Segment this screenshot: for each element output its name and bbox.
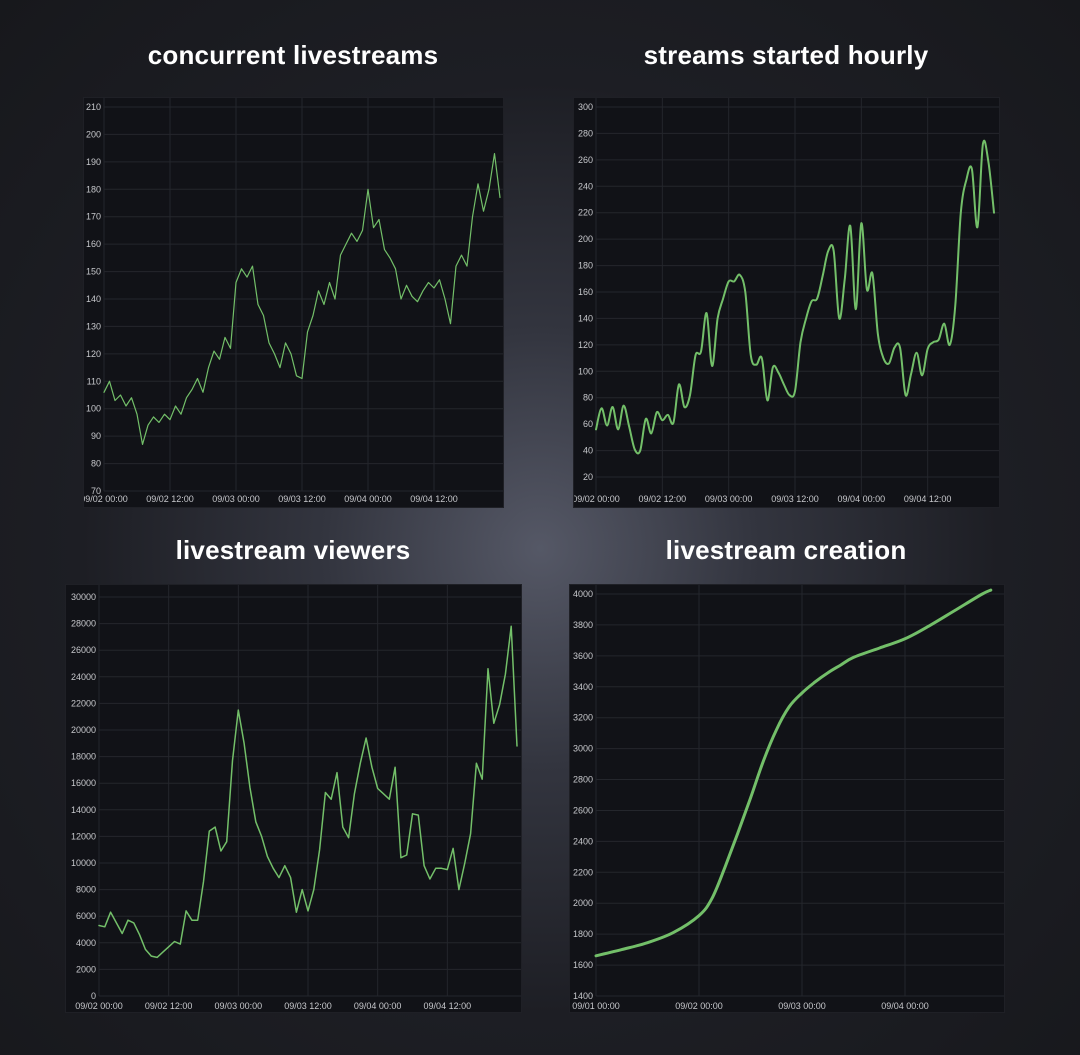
x-tick-label: 09/04 00:00	[838, 494, 886, 504]
chart-title-livestream-creation: livestream creation	[665, 535, 907, 565]
x-tick-label: 09/02 12:00	[639, 494, 687, 504]
y-tick-label: 200	[86, 129, 101, 139]
y-tick-label: 28000	[71, 619, 96, 629]
y-tick-label: 2200	[573, 867, 593, 877]
series-line	[98, 625, 518, 959]
y-tick-label: 120	[578, 340, 593, 350]
y-tick-label: 160	[578, 287, 593, 297]
y-tick-label: 280	[578, 128, 593, 138]
y-tick-label: 60	[583, 419, 593, 429]
y-tick-label: 14000	[71, 805, 96, 815]
y-tick-label: 150	[86, 267, 101, 277]
chart-svg: 1400 1600 1800 2000 2200 2400 2600 2800 3000 3200…	[572, 585, 1004, 1011]
x-tick-label: 09/04 00:00	[354, 1001, 402, 1011]
x-tick-label: 09/02 12:00	[146, 494, 194, 504]
y-tick-label: 22000	[71, 698, 96, 708]
y-tick-label: 210	[86, 102, 101, 112]
y-tick-label: 110	[87, 376, 101, 386]
y-tick-label: 6000	[76, 911, 96, 921]
y-tick-label: 180	[578, 261, 593, 271]
y-tick-label: 1800	[573, 929, 593, 939]
series-line	[595, 139, 995, 455]
chart-svg: 0 2000 4000 6000 8000 10000 12000 14000 16000 180…	[71, 585, 521, 1011]
y-tick-label: 2600	[573, 805, 593, 815]
y-tick-label: 3800	[573, 620, 593, 630]
x-tick-label: 09/04 00:00	[881, 1001, 929, 1011]
y-tick-label: 260	[578, 155, 593, 165]
chart-panel-livestream-creation: 1400 1600 1800 2000 2200 2400 2600 2800 3000 3200…	[569, 584, 1005, 1013]
y-tick-label: 200	[578, 234, 593, 244]
x-tick-label: 09/02 00:00	[574, 494, 620, 504]
x-tick-label: 09/04 12:00	[424, 1001, 472, 1011]
chart-panel-livestream-viewers: 0 2000 4000 6000 8000 10000 12000 14000 16000 180…	[65, 584, 522, 1013]
y-tick-label: 2400	[573, 836, 593, 846]
y-tick-label: 100	[86, 404, 101, 414]
y-tick-label: 10000	[71, 858, 96, 868]
chart-title-livestream-viewers: livestream viewers	[175, 535, 411, 565]
y-tick-label: 12000	[71, 831, 96, 841]
y-tick-label: 18000	[71, 752, 96, 762]
y-tick-label: 70	[91, 486, 101, 496]
x-tick-label: 09/03 00:00	[705, 494, 753, 504]
y-tick-label: 26000	[71, 645, 96, 655]
y-tick-label: 190	[86, 157, 101, 167]
y-tick-label: 24000	[71, 672, 96, 682]
y-tick-label: 2000	[76, 964, 96, 974]
y-tick-label: 80	[91, 459, 101, 469]
y-tick-label: 16000	[71, 778, 96, 788]
series-line	[594, 588, 993, 958]
y-tick-label: 3600	[573, 651, 593, 661]
y-tick-label: 90	[91, 431, 101, 441]
chart-panel-streams-started-hourly: 20 40 60 80 100 120 140 160 180 200 220 240 260 280 30…	[573, 97, 1000, 508]
y-tick-label: 40	[583, 446, 593, 456]
y-tick-label: 220	[578, 208, 593, 218]
series-line	[103, 153, 501, 445]
x-tick-label: 09/03 00:00	[215, 1001, 263, 1011]
y-tick-label: 300	[578, 102, 593, 112]
y-tick-label: 3400	[573, 682, 593, 692]
x-tick-label: 09/02 00:00	[84, 494, 128, 504]
x-tick-label: 09/04 12:00	[904, 494, 952, 504]
x-tick-label: 09/03 00:00	[778, 1001, 826, 1011]
x-tick-label: 09/03 12:00	[278, 494, 326, 504]
y-tick-label: 4000	[573, 589, 593, 599]
y-tick-label: 170	[86, 212, 101, 222]
y-tick-label: 0	[91, 991, 96, 1001]
y-tick-label: 240	[578, 181, 593, 191]
x-tick-label: 09/03 00:00	[212, 494, 260, 504]
y-tick-label: 1600	[573, 960, 593, 970]
y-tick-label: 20000	[71, 725, 96, 735]
y-tick-label: 160	[86, 239, 101, 249]
y-tick-label: 1400	[573, 991, 593, 1001]
x-tick-label: 09/02 12:00	[145, 1001, 193, 1011]
y-tick-label: 180	[86, 184, 101, 194]
x-tick-label: 09/01 00:00	[572, 1001, 620, 1011]
y-tick-label: 4000	[76, 938, 96, 948]
x-tick-label: 09/03 12:00	[284, 1001, 332, 1011]
x-tick-label: 09/02 00:00	[675, 1001, 723, 1011]
chart-panel-concurrent-livestreams: 70 80 90 100 110 120 130 140 150 160 170 180 190 200 2…	[83, 97, 504, 508]
y-tick-label: 30000	[71, 592, 96, 602]
x-tick-label: 09/04 00:00	[344, 494, 392, 504]
y-tick-label: 120	[86, 349, 101, 359]
y-tick-label: 130	[86, 321, 101, 331]
x-tick-label: 09/02 00:00	[75, 1001, 123, 1011]
chart-svg: 70 80 90 100 110 120 130 140 150 160 170 180 190 200 2…	[84, 98, 503, 504]
y-tick-label: 3200	[573, 713, 593, 723]
chart-title-concurrent-livestreams: concurrent livestreams	[147, 40, 439, 70]
x-tick-label: 09/03 12:00	[771, 494, 819, 504]
y-tick-label: 8000	[76, 885, 96, 895]
chart-svg: 20 40 60 80 100 120 140 160 180 200 220 240 260 280 30…	[574, 98, 999, 504]
y-tick-label: 140	[86, 294, 101, 304]
x-tick-label: 09/04 12:00	[410, 494, 458, 504]
y-tick-label: 140	[578, 313, 593, 323]
y-tick-label: 20	[583, 472, 593, 482]
y-tick-label: 3000	[573, 744, 593, 754]
chart-title-streams-started-hourly: streams started hourly	[643, 40, 929, 70]
y-tick-label: 80	[583, 393, 593, 403]
y-tick-label: 2000	[573, 898, 593, 908]
y-tick-label: 100	[578, 366, 593, 376]
y-tick-label: 2800	[573, 775, 593, 785]
